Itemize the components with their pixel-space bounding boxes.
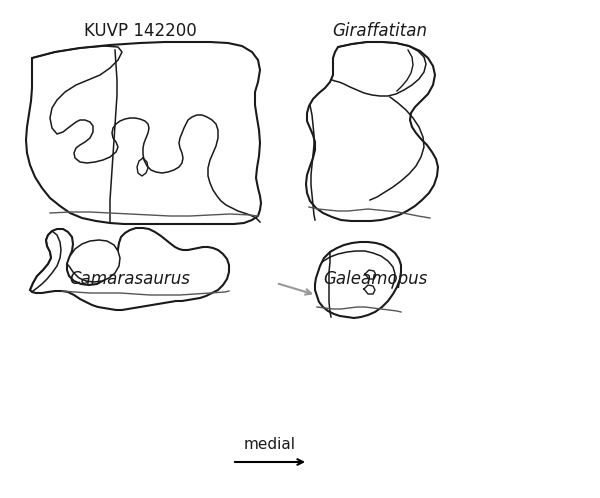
Polygon shape xyxy=(26,42,261,224)
Polygon shape xyxy=(306,42,438,221)
Text: Galeamopus: Galeamopus xyxy=(323,270,427,288)
Text: Giraffatitan: Giraffatitan xyxy=(332,22,427,40)
Polygon shape xyxy=(30,228,229,310)
Text: Camarasaurus: Camarasaurus xyxy=(70,270,190,288)
Polygon shape xyxy=(67,240,120,282)
Text: KUVP 142200: KUVP 142200 xyxy=(83,22,196,40)
Text: medial: medial xyxy=(244,437,296,452)
Polygon shape xyxy=(315,242,401,318)
